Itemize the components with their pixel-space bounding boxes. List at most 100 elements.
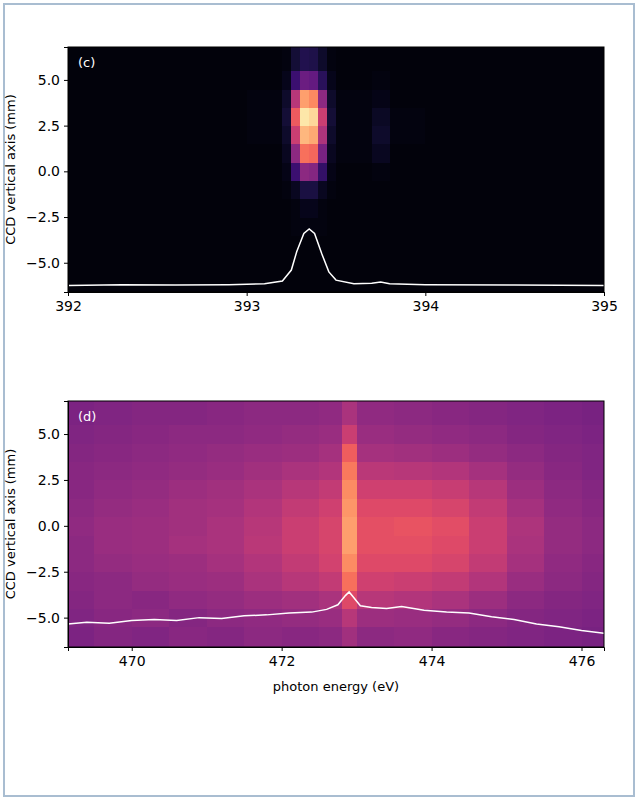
heatmap-cell	[425, 144, 515, 163]
heatmap-cell	[207, 572, 245, 591]
heatmap-cell	[432, 425, 470, 444]
heatmap-cell	[157, 199, 247, 218]
y-tick-label: 2.5	[38, 472, 60, 488]
heatmap-cell	[425, 180, 515, 199]
heatmap-cell	[390, 217, 426, 236]
heatmap-cell	[469, 627, 507, 647]
heatmap-cell	[327, 71, 336, 90]
heatmap-cell	[309, 89, 318, 108]
heatmap-cell	[544, 572, 582, 591]
heatmap-cell	[394, 462, 432, 481]
heatmap-cell	[132, 535, 170, 554]
y-tick-mark	[64, 217, 68, 218]
heatmap-cell	[282, 425, 320, 444]
heatmap-cell	[515, 235, 604, 254]
plot-area	[68, 47, 604, 292]
x-tick-mark	[247, 292, 248, 296]
heatmap-cell	[357, 517, 395, 536]
heatmap-cell	[582, 572, 604, 591]
x-tick-label: 393	[234, 298, 261, 314]
heatmap-cell	[582, 498, 604, 517]
heatmap-cell	[282, 47, 291, 71]
heatmap-cell	[319, 627, 342, 647]
heatmap-cell	[244, 401, 282, 425]
x-tick-label: 474	[419, 653, 446, 669]
heatmap-cell	[309, 162, 318, 181]
heatmap-cell	[309, 199, 318, 218]
heatmap-cell	[336, 180, 372, 199]
heatmap-cell	[300, 180, 309, 199]
heatmap-cell	[469, 443, 507, 462]
heatmap-cell	[207, 498, 245, 517]
heatmap-cell	[432, 572, 470, 591]
heatmap-cell	[394, 553, 432, 572]
heatmap-cell	[68, 480, 95, 499]
heatmap-cell	[342, 535, 357, 554]
heatmap-cell	[244, 608, 282, 627]
heatmap-cell	[207, 443, 245, 462]
heatmap-cell	[469, 553, 507, 572]
x-tick: 392	[55, 292, 82, 314]
heatmap-cell	[319, 590, 342, 609]
heatmap-cell	[300, 199, 309, 218]
heatmap-cell	[282, 235, 291, 254]
heatmap-cell	[68, 199, 158, 218]
heatmap-cell	[68, 627, 95, 647]
heatmap-cell	[544, 535, 582, 554]
heatmap-cell	[94, 498, 132, 517]
y-tick-label: −2.5	[26, 564, 60, 580]
plot-frame	[68, 401, 604, 647]
heatmap-cell	[291, 272, 300, 292]
y-axis-title: CCD vertical axis (mm)	[3, 94, 18, 245]
heatmap-cell	[372, 144, 390, 163]
heatmap-cell	[342, 498, 357, 517]
spectrum-line	[68, 592, 604, 633]
heatmap-cell	[291, 217, 300, 236]
heatmap-cell	[282, 553, 320, 572]
y-tick-mark	[64, 572, 68, 573]
heatmap-cell	[372, 217, 390, 236]
heatmap-cell	[336, 126, 372, 145]
heatmap-cell	[169, 553, 207, 572]
heatmap-cell	[68, 144, 158, 163]
heatmap-cell	[309, 144, 318, 163]
y-tick-label: 0.0	[38, 163, 60, 179]
heatmap-cell	[327, 180, 336, 199]
heatmap-cell	[507, 590, 545, 609]
panel: 392393394395−5.0−2.50.02.55.0CCD vertica…	[3, 47, 617, 314]
heatmap-cell	[394, 535, 432, 554]
heatmap-cell	[291, 144, 300, 163]
heatmap-cell	[68, 425, 95, 444]
heatmap-cell	[169, 535, 207, 554]
heatmap-cell	[372, 71, 390, 90]
heatmap-cell	[544, 553, 582, 572]
heatmap-cell	[309, 47, 318, 71]
heatmap-cell	[244, 572, 282, 591]
heatmap-cell	[291, 126, 300, 145]
heatmap-cell	[247, 144, 283, 163]
heatmap-cell	[247, 89, 283, 108]
heatmap-cell	[68, 254, 158, 273]
heatmap-cell	[515, 47, 604, 71]
heatmap-cell	[132, 553, 170, 572]
heatmap-cell	[432, 443, 470, 462]
heatmap-cell	[94, 608, 132, 627]
heatmap-cell	[68, 608, 95, 627]
heatmap-cell	[282, 217, 291, 236]
heatmap-cell	[291, 89, 300, 108]
x-tick-label: 476	[569, 653, 596, 669]
heatmap-cell	[432, 535, 470, 554]
heatmap-cell	[169, 627, 207, 647]
heatmap-cell	[68, 217, 158, 236]
heatmap-cell	[319, 553, 342, 572]
heatmap-cell	[68, 126, 158, 145]
panel: 470472474476−5.0−2.50.02.55.0CCD vertica…	[3, 401, 604, 694]
heatmap-cell	[282, 144, 291, 163]
heatmap-cell	[282, 89, 291, 108]
heatmap-cell	[309, 235, 318, 254]
heatmap-cell	[372, 89, 390, 108]
heatmap-cell	[169, 425, 207, 444]
heatmap-cell	[336, 217, 372, 236]
heatmap-cell	[169, 401, 207, 425]
heatmap-cell	[207, 590, 245, 609]
